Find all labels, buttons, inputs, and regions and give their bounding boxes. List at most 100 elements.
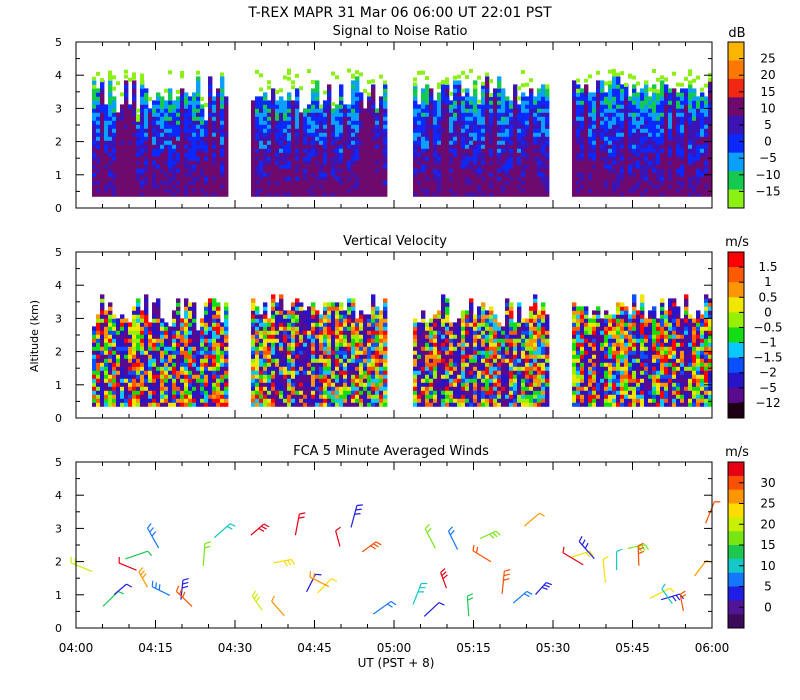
heatmap-cell (351, 88, 356, 93)
heatmap-cell (668, 92, 673, 97)
heatmap-cell (371, 168, 376, 173)
heatmap-cell (156, 124, 161, 129)
heatmap-cell (263, 378, 268, 383)
heatmap-cell (413, 192, 418, 197)
heatmap-cell (224, 302, 229, 307)
heatmap-cell (584, 168, 589, 173)
heatmap-cell (92, 100, 97, 105)
heatmap-cell (140, 112, 145, 117)
heatmap-cell (184, 176, 189, 181)
heatmap-cell (148, 192, 153, 197)
heatmap-cell (200, 374, 205, 379)
heatmap-cell (379, 176, 384, 181)
heatmap-cell (275, 334, 280, 339)
heatmap-cell (513, 168, 518, 173)
heatmap-cell (307, 148, 312, 153)
heatmap-cell (184, 322, 189, 327)
heatmap-cell (521, 148, 526, 153)
heatmap-cell (379, 140, 384, 145)
heatmap-cell (251, 302, 256, 307)
heatmap-cell (92, 330, 97, 335)
heatmap-cell (112, 104, 117, 109)
heatmap-cell (224, 378, 229, 383)
heatmap-cell (363, 168, 368, 173)
heatmap-cell (413, 172, 418, 177)
heatmap-cell (283, 184, 288, 189)
heatmap-cell (672, 124, 677, 129)
heatmap-cell (283, 148, 288, 153)
heatmap-cell (136, 192, 141, 197)
heatmap-cell (596, 144, 601, 149)
heatmap-cell (180, 338, 185, 343)
heatmap-cell (96, 322, 101, 327)
heatmap-cell (140, 176, 145, 181)
heatmap-cell (164, 116, 169, 121)
heatmap-cell (640, 104, 645, 109)
heatmap-cell (584, 100, 589, 105)
heatmap-cell (212, 394, 217, 399)
heatmap-cell (509, 188, 514, 193)
heatmap-cell (100, 96, 105, 101)
heatmap-cell (148, 386, 153, 391)
heatmap-cell (164, 394, 169, 399)
heatmap-cell (204, 152, 209, 157)
heatmap-cell (481, 136, 486, 141)
heatmap-cell (473, 188, 478, 193)
heatmap-cell (331, 164, 336, 169)
heatmap-cell (604, 172, 609, 177)
heatmap-cell (339, 124, 344, 129)
heatmap-cell (160, 386, 165, 391)
heatmap-cell (291, 310, 296, 315)
heatmap-cell (684, 148, 689, 153)
heatmap-cell (216, 92, 221, 97)
heatmap-cell (315, 112, 320, 117)
heatmap-cell (299, 148, 304, 153)
heatmap-cell (255, 156, 260, 161)
heatmap-cell (628, 136, 633, 141)
heatmap-cell (176, 366, 181, 371)
heatmap-cell (489, 140, 494, 145)
heatmap-cell (588, 124, 593, 129)
heatmap-cell (704, 83, 708, 88)
heatmap-cell (660, 176, 665, 181)
heatmap-cell (624, 124, 629, 129)
heatmap-cell (196, 116, 201, 121)
heatmap-cell (156, 172, 161, 177)
heatmap-cell (275, 390, 280, 395)
heatmap-cell (124, 338, 129, 343)
heatmap-cell (493, 188, 498, 193)
heatmap-cell (164, 136, 169, 141)
heatmap-cell (572, 88, 577, 93)
heatmap-cell (140, 73, 144, 78)
heatmap-cell (688, 148, 693, 153)
heatmap-cell (295, 180, 300, 185)
heatmap-cell (652, 172, 657, 177)
heatmap-cell (287, 342, 292, 347)
heatmap-cell (457, 172, 462, 177)
heatmap-cell (255, 306, 260, 311)
heatmap-cell (204, 318, 209, 323)
heatmap-cell (140, 366, 145, 371)
heatmap-cell (433, 104, 438, 109)
heatmap-cell (660, 172, 665, 177)
heatmap-cell (485, 132, 490, 137)
heatmap-cell (319, 112, 324, 117)
heatmap-cell (481, 132, 486, 137)
heatmap-cell (128, 382, 133, 387)
heatmap-cell (692, 128, 697, 133)
heatmap-cell (457, 80, 462, 85)
heatmap-cell (481, 104, 486, 109)
heatmap-cell (172, 144, 177, 149)
heatmap-cell (461, 164, 466, 169)
heatmap-cell (255, 374, 260, 379)
heatmap-cell (608, 108, 613, 113)
heatmap-cell (291, 85, 295, 90)
heatmap-cell (620, 188, 625, 193)
heatmap-cell (176, 108, 181, 113)
heatmap-cell (220, 382, 225, 387)
heatmap-cell (92, 326, 97, 331)
heatmap-cell (188, 326, 193, 331)
heatmap-cell (144, 314, 149, 319)
heatmap-cell (299, 136, 304, 141)
heatmap-cell (176, 382, 181, 387)
